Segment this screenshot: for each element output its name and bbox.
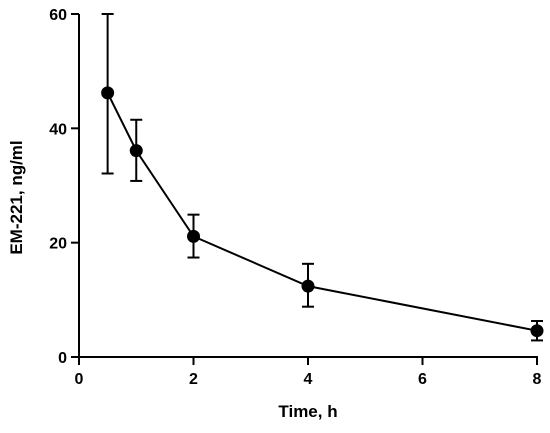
x-tick-label: 2: [189, 371, 198, 388]
data-point: [301, 279, 315, 293]
x-tick-label: 4: [304, 371, 313, 388]
y-tick-label: 0: [58, 350, 67, 367]
data-point: [101, 86, 115, 100]
x-tick-label: 0: [75, 371, 84, 388]
y-tick-label: 60: [49, 7, 67, 24]
series-line: [106, 92, 538, 332]
data-point: [530, 324, 544, 338]
x-tick-label: 8: [533, 371, 542, 388]
data-point: [129, 144, 143, 158]
x-tick-label: 6: [418, 371, 427, 388]
x-ticks: 0 2 4 6 8: [75, 357, 542, 388]
y-axis-title: EM-221, ng/ml: [7, 140, 26, 254]
x-axis-title: Time, h: [278, 402, 337, 421]
series-layer: [101, 13, 544, 342]
y-tick-label: 40: [49, 121, 67, 138]
y-tick-label: 20: [49, 236, 67, 253]
data-point: [187, 229, 200, 243]
y-ticks: 0 20 40 60: [49, 7, 79, 367]
